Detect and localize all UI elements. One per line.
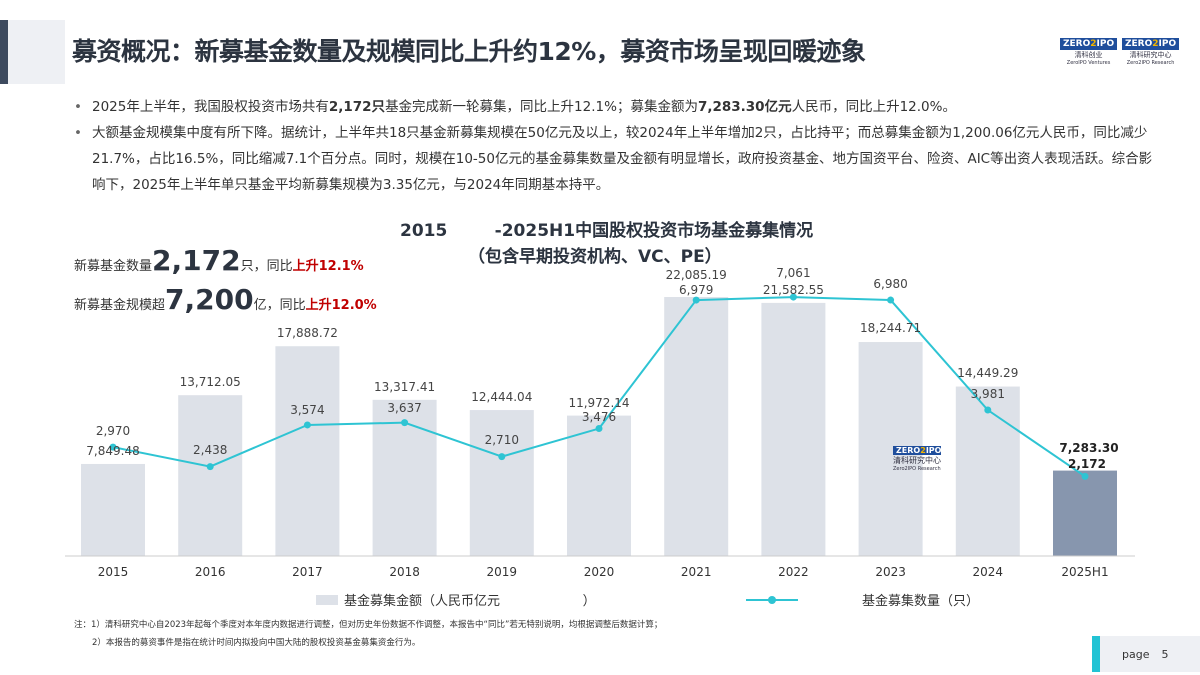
x-tick-label: 2019	[487, 565, 518, 579]
count-label-2025H1: 2,172	[1068, 457, 1106, 471]
count-label-2020: 3,476	[582, 410, 616, 424]
header-accent-bg	[8, 20, 65, 84]
count-point-2018	[401, 419, 409, 427]
count-label-2021: 6,979	[679, 283, 713, 297]
x-tick-label: 2016	[195, 565, 226, 579]
count-point-2019	[498, 453, 506, 461]
count-point-2022	[789, 293, 797, 301]
x-tick-label: 2025H1	[1061, 565, 1108, 579]
legend-bar-swatch	[316, 594, 338, 605]
bar-2020	[567, 415, 631, 556]
bar-2019	[469, 410, 534, 556]
kpi-fund-count: 新募基金数量2,172只，同比上升12.1%	[74, 244, 364, 277]
bar-2022	[761, 302, 826, 556]
x-tick-label: 2018	[389, 565, 420, 579]
bar-2015	[81, 463, 145, 556]
bar-2021	[664, 297, 729, 556]
bar-2024	[955, 386, 1020, 556]
count-label-2019: 2,710	[485, 433, 519, 447]
count-label-2023: 6,980	[873, 277, 907, 291]
bullet-1: 2025年上半年，我国股权投资市场共有2,172只基金完成新一轮募集，同比上升1…	[74, 94, 1154, 120]
summary-bullets: 2025年上半年，我国股权投资市场共有2,172只基金完成新一轮募集，同比上升1…	[74, 94, 1154, 198]
amount-label-2016: 13,712.05	[180, 375, 241, 389]
kpi-fund-amount: 新募基金规模超7,200亿，同比上升12.0%	[74, 283, 377, 316]
chart-subtitle: （包含早期投资机构、VC、PE）	[468, 247, 722, 267]
count-point-2016	[206, 463, 214, 471]
footnotes: 注：1）清科研究中心自2023年起每个季度对本年度内数据进行调整，但对历史年份数…	[74, 620, 663, 648]
legend-line-swatch	[746, 595, 798, 604]
count-point-2020	[595, 425, 603, 433]
amount-label-2025H1: 7,283.30	[1059, 441, 1118, 455]
count-label-2017: 3,574	[290, 403, 324, 417]
x-tick-label: 2020	[584, 565, 615, 579]
header-accent-bar	[0, 20, 8, 84]
x-tick-label: 2015	[98, 565, 129, 579]
count-point-2023	[887, 296, 895, 304]
count-label-2022: 7,061	[776, 266, 810, 280]
x-tick-label: 2023	[875, 565, 906, 579]
logo-zero2ipo-research: ZERO2IPO 清科研究中心 Zero2IPO Research	[1122, 38, 1180, 66]
amount-label-2020: 11,972.14	[568, 396, 629, 410]
count-point-2021	[692, 296, 700, 304]
amount-label-2022: 21,582.55	[763, 283, 824, 297]
watermark-logo: ZERO2IPO 清科研究中心 Zero2IPO Research	[893, 446, 942, 472]
x-tick-label: 2021	[681, 565, 712, 579]
bullet-2: 大额基金规模集中度有所下降。据统计，上半年共18只基金新募集规模在50亿元及以上…	[74, 120, 1154, 198]
bar-2016	[178, 395, 243, 556]
count-label-2018: 3,637	[387, 401, 421, 415]
amount-label-2019: 12,444.04	[471, 390, 532, 404]
bar-2025H1	[1053, 470, 1117, 556]
count-label-2015: 2,970	[96, 424, 130, 438]
bar-2017	[275, 346, 340, 556]
chart-title: 2015 -2025H1中国股权投资市场基金募集情况	[400, 221, 814, 241]
page-title: 募资概况：新募基金数量及规模同比上升约12%，募资市场呈现回暖迹象	[72, 37, 866, 66]
count-point-2017	[303, 421, 311, 429]
legend-line: 基金募集数量（只）	[746, 590, 979, 609]
count-point-2024	[984, 406, 992, 414]
count-label-2024: 3,981	[971, 387, 1005, 401]
amount-label-2017: 17,888.72	[277, 326, 338, 340]
amount-label-2021: 22,085.19	[666, 268, 727, 282]
amount-label-2024: 14,449.29	[957, 366, 1018, 380]
legend-bar: 基金募集金额（人民币亿元 ）	[316, 590, 596, 609]
page-indicator: page 5	[1092, 636, 1200, 672]
x-tick-label: 2022	[778, 565, 809, 579]
amount-label-2018: 13,317.41	[374, 380, 435, 394]
logo-zero2ipo-ventures: ZERO2IPO 清科创业 ZeroIPO Ventures	[1060, 38, 1118, 66]
count-point-2015	[109, 443, 117, 451]
x-tick-label: 2017	[292, 565, 323, 579]
x-tick-label: 2024	[973, 565, 1004, 579]
amount-label-2015: 7,849.48	[86, 444, 139, 458]
amount-label-2023: 18,244.71	[860, 321, 921, 335]
count-point-2025H1	[1081, 472, 1089, 480]
count-label-2016: 2,438	[193, 443, 227, 457]
